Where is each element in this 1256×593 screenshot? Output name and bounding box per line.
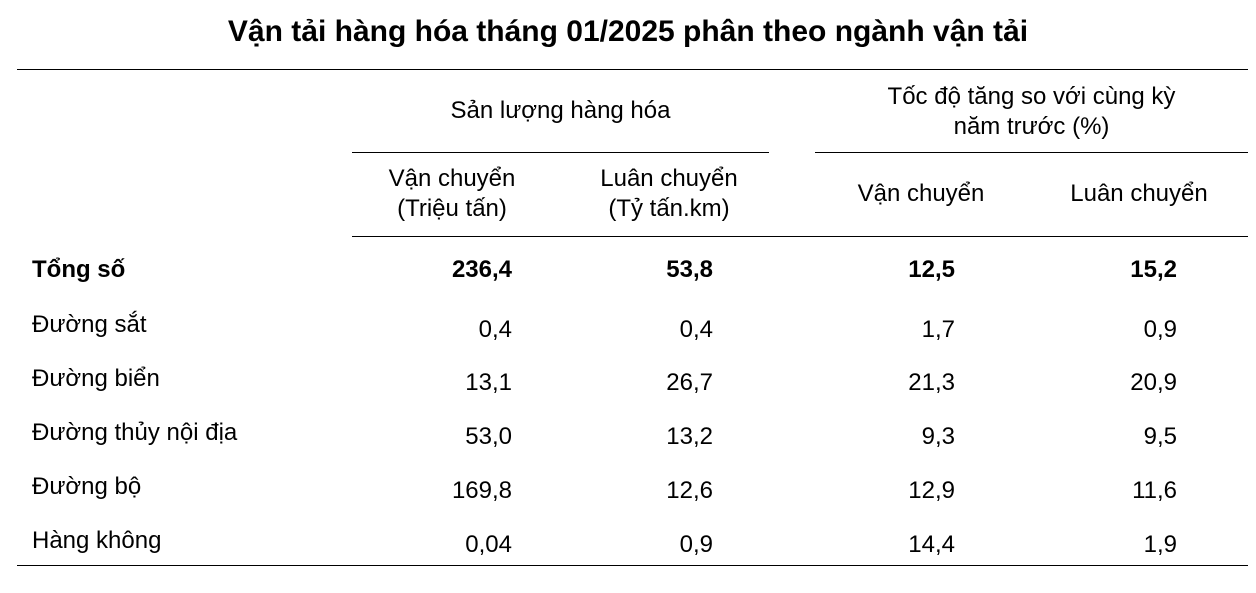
table-title: Vận tải hàng hóa tháng 01/2025 phân theo… (227, 15, 1029, 48)
table-cell: 11,6 (1132, 477, 1177, 504)
col-header-growth-rotation: Luân chuyển (1070, 180, 1208, 207)
col-header-growth-transport: Vận chuyển (857, 180, 985, 207)
col-header-rotation-line1: Luân chuyển (600, 165, 738, 192)
table-cell: 13,1 (465, 369, 512, 396)
table-cell: 0,9 (1143, 316, 1177, 343)
bottom-rule (17, 565, 1248, 566)
table-cell: 20,9 (1130, 369, 1177, 396)
table-cell: 0,9 (679, 531, 713, 558)
row-label: Hàng không (32, 527, 162, 554)
group2-underline (815, 152, 1248, 153)
table-cell: 9,3 (921, 423, 955, 450)
header-bottom-rule (352, 236, 1248, 237)
row-label: Đường biển (32, 365, 160, 392)
group-header-output: Sản lượng hàng hóa (450, 97, 671, 124)
table-cell: 169,8 (451, 477, 512, 504)
group1-underline (352, 152, 769, 153)
table-cell: 53,0 (465, 423, 512, 450)
table-cell: 1,7 (921, 316, 955, 343)
table-cell: 12,6 (666, 477, 713, 504)
table-cell: 53,8 (666, 256, 713, 283)
table-cell: 1,9 (1143, 531, 1177, 558)
col-header-transport-line2: (Triệu tấn) (397, 195, 507, 222)
col-header-rotation-line2: (Tỷ tấn.km) (608, 195, 730, 222)
table-cell: 21,3 (908, 369, 955, 396)
table-cell: 0,04 (465, 531, 512, 558)
table-cell: 12,5 (908, 256, 955, 283)
table-cell: 0,4 (478, 316, 512, 343)
row-label: Đường sắt (32, 311, 147, 338)
table-cell: 26,7 (666, 369, 713, 396)
col-header-transport-line1: Vận chuyển (388, 165, 516, 192)
top-rule (17, 69, 1248, 70)
table-cell: 13,2 (666, 423, 713, 450)
table-cell: 9,5 (1143, 423, 1177, 450)
row-label: Đường thủy nội địa (32, 419, 238, 446)
table-cell: 236,4 (451, 256, 512, 283)
table-cell: 12,9 (908, 477, 955, 504)
row-label: Đường bộ (32, 473, 142, 500)
group-header-growth-line2: năm trước (%) (953, 113, 1110, 140)
row-label: Tổng số (32, 256, 126, 283)
group-header-growth-line1: Tốc độ tăng so với cùng kỳ (887, 83, 1176, 110)
table-cell: 15,2 (1130, 256, 1177, 283)
table-cell: 14,4 (908, 531, 955, 558)
table-cell: 0,4 (679, 316, 713, 343)
